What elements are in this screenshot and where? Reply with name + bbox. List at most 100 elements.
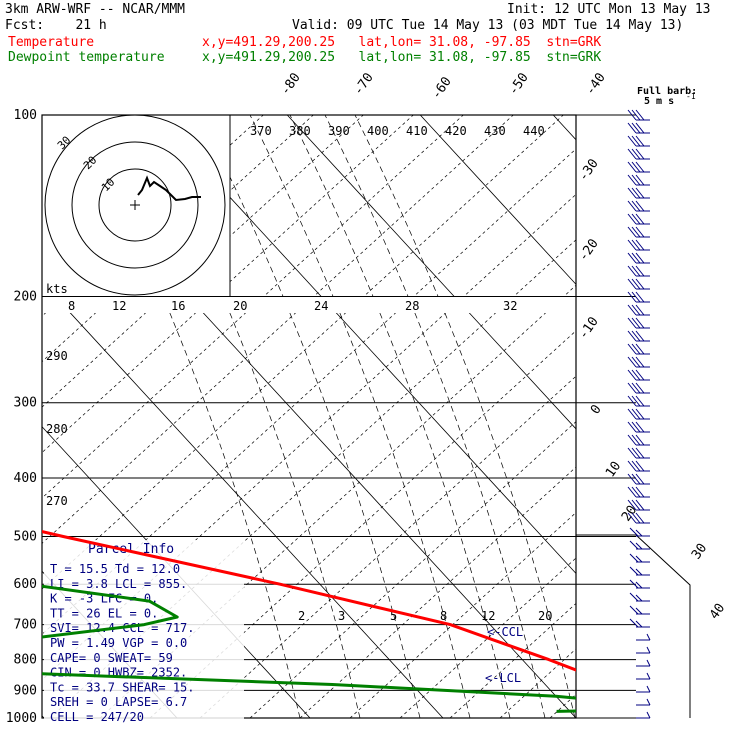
dry-adiabat-line xyxy=(0,115,13,718)
moist-adiabat-label: 280 xyxy=(46,422,68,436)
hodograph-speed-label: 28 xyxy=(405,299,419,313)
wind-barb-flags xyxy=(627,473,645,485)
wind-barb-flags xyxy=(629,553,643,563)
hodograph-speed-label: 16 xyxy=(171,299,185,313)
wind-barb-flags xyxy=(627,395,645,407)
wind-barb-flags xyxy=(627,265,645,277)
parcel-info-row: LI = 3.8 LCL = 855. xyxy=(50,577,187,591)
isotherm-label: -30 xyxy=(576,156,602,184)
wind-barb-flags xyxy=(627,122,645,134)
temperature-location: x,y=491.29,200.25 lat,lon= 31.08, -97.85… xyxy=(202,35,602,50)
pressure-label: 100 xyxy=(14,108,37,123)
barb-panel-outline xyxy=(576,534,691,718)
wind-barb-flags xyxy=(627,187,645,199)
pressure-label: 800 xyxy=(14,653,37,668)
pressure-label: 900 xyxy=(14,683,37,698)
moist-adiabat-label: 290 xyxy=(46,349,68,363)
dry-adiabat-label: 440 xyxy=(523,124,545,138)
wind-barb-flags xyxy=(627,382,645,394)
wind-barb-flags xyxy=(627,356,645,368)
wind-barb-flags xyxy=(627,486,645,498)
parcel-info-row: Tc = 33.7 SHEAR= 15. xyxy=(50,680,195,694)
isotherm-line xyxy=(419,115,576,285)
temperature-legend-label: Temperature xyxy=(8,35,95,50)
mixing-ratio-label: 20 xyxy=(538,609,552,623)
wind-barb-flags xyxy=(627,317,645,329)
wind-barb-flags xyxy=(627,460,645,472)
dry-adiabat-label: 410 xyxy=(406,124,428,138)
dewpoint-location: x,y=491.29,200.25 lat,lon= 31.08, -97.85… xyxy=(202,50,602,65)
wind-barb-flags xyxy=(627,239,645,251)
hodograph-speed-label: 12 xyxy=(112,299,126,313)
wind-barb-flags xyxy=(627,278,645,290)
wind-barb-flags xyxy=(627,148,645,160)
dry-adiabat-line xyxy=(600,115,740,718)
hodograph-speed-label: 20 xyxy=(233,299,247,313)
isotherm-label: -20 xyxy=(576,236,602,264)
parcel-info-row: CELL = 247/20 xyxy=(50,710,144,724)
moist-adiabat-line xyxy=(324,115,546,718)
isotherm-label: 30 xyxy=(689,541,710,562)
mixing-ratio-label: 5 xyxy=(390,609,397,623)
mixing-ratio-label: 12 xyxy=(481,609,495,623)
dry-adiabat-line xyxy=(199,375,576,718)
wind-barb-flags xyxy=(646,698,651,706)
wind-barb-flags xyxy=(627,304,645,316)
hodograph-kts-label: kts xyxy=(46,282,68,296)
parcel-info-row: T = 15.5 Td = 12.0 xyxy=(50,562,180,576)
isotherm-line xyxy=(686,115,740,718)
mixing-ratio-label: 3 xyxy=(338,609,345,623)
dry-adiabat-label: 430 xyxy=(484,124,506,138)
hodograph-speed-label: 24 xyxy=(314,299,328,313)
isotherm-line xyxy=(286,115,576,430)
moist-adiabat-line xyxy=(289,115,511,718)
barb-legend-line2: 5 m s xyxy=(644,96,674,107)
wind-barb-flags xyxy=(646,633,651,641)
moist-adiabat-label: 270 xyxy=(46,494,68,508)
wind-barb-flags xyxy=(627,369,645,381)
wind-barb-flags xyxy=(646,672,651,680)
mixing-ratio-label: 8 xyxy=(440,609,447,623)
parcel-info-row: CAPE= 0 SWEAT= 59 xyxy=(50,651,173,665)
wind-barb-flags xyxy=(629,579,643,589)
hodograph-scale-strip xyxy=(42,297,576,313)
dry-adiabat-label: 380 xyxy=(289,124,311,138)
valid-time: Valid: 09 UTC Tue 14 May 13 (03 MDT Tue … xyxy=(292,18,684,33)
wind-barb-flags xyxy=(629,566,643,576)
isotherm-label: -60 xyxy=(429,74,455,102)
wind-barb-flags xyxy=(627,213,645,225)
hodograph-speed-label: 8 xyxy=(68,299,75,313)
isotherm-line xyxy=(42,281,444,718)
moist-adiabat-line xyxy=(354,115,576,718)
dry-adiabat-label: 370 xyxy=(250,124,272,138)
wind-barb-flags xyxy=(627,499,645,511)
moist-adiabat-line xyxy=(249,115,471,718)
dry-adiabat-label: 400 xyxy=(367,124,389,138)
wind-barb-flags xyxy=(627,330,645,342)
wind-barb-flags xyxy=(646,659,651,667)
hodograph-ring xyxy=(98,168,172,242)
wind-barb-flags xyxy=(627,161,645,173)
isotherm-label: 0 xyxy=(588,402,605,417)
dewpoint-legend-label: Dewpoint temperature xyxy=(8,50,165,65)
dry-adiabat-label: 390 xyxy=(328,124,350,138)
wind-barb-flags xyxy=(627,109,645,121)
wind-barb-flags xyxy=(629,605,643,615)
pressure-label: 400 xyxy=(14,471,37,486)
wind-barb-flags xyxy=(627,421,645,433)
moist-adiabat-line xyxy=(199,115,421,718)
isotherm-line xyxy=(552,115,576,141)
dry-adiabat-line xyxy=(499,648,576,718)
isotherm-label: -70 xyxy=(351,70,377,98)
parcel-info-row: K = -3 LFC = 0. xyxy=(50,592,158,606)
mixing-ratio-label: 2 xyxy=(298,609,305,623)
wind-barb-flags xyxy=(627,174,645,186)
dry-adiabat-line xyxy=(549,693,576,718)
parcel-info-row: PW = 1.49 VGP = 0.0 xyxy=(50,636,187,650)
wind-barb-flags xyxy=(629,592,643,602)
wind-barb-flags xyxy=(627,434,645,446)
parcel-info-row: TT = 26 EL = 0. xyxy=(50,606,158,620)
isotherm-label: 10 xyxy=(603,459,624,480)
wind-barb-flags xyxy=(646,711,651,719)
